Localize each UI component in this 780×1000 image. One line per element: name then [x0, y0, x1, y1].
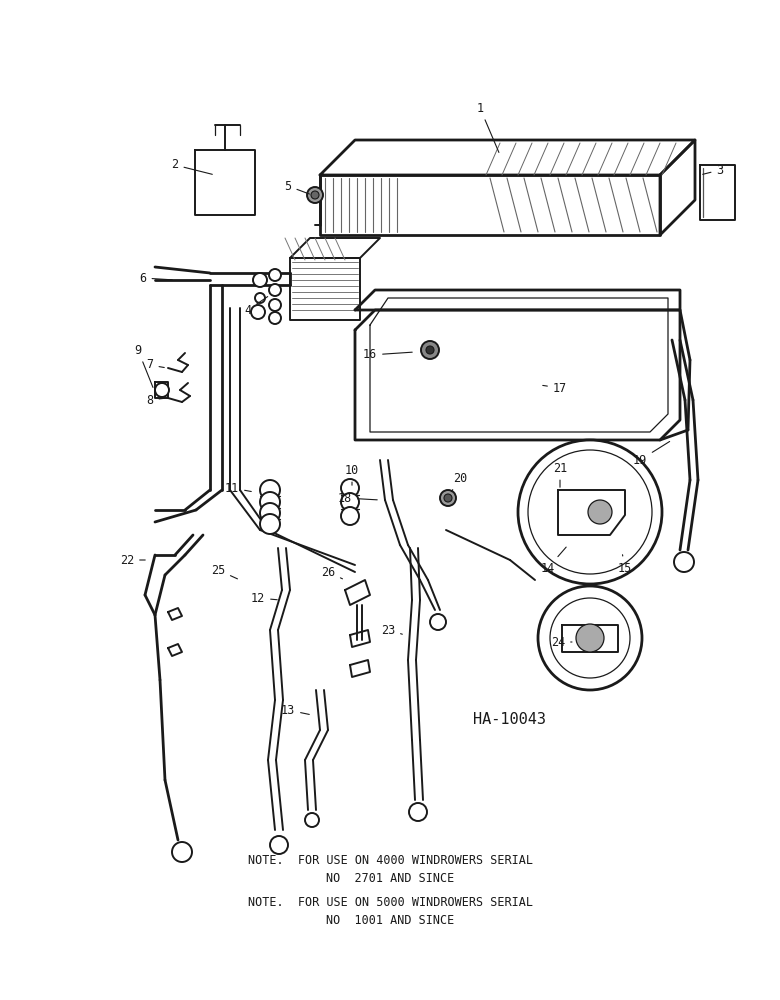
- Text: 11: 11: [225, 482, 251, 494]
- Circle shape: [341, 507, 359, 525]
- Circle shape: [444, 494, 452, 502]
- Text: 22: 22: [120, 554, 145, 566]
- Polygon shape: [355, 310, 680, 440]
- Text: 25: 25: [211, 564, 237, 579]
- Circle shape: [311, 191, 319, 199]
- Circle shape: [426, 346, 434, 354]
- Polygon shape: [350, 630, 370, 647]
- Polygon shape: [290, 258, 360, 320]
- Circle shape: [253, 273, 267, 287]
- Polygon shape: [345, 580, 370, 605]
- Circle shape: [588, 500, 612, 524]
- Circle shape: [430, 614, 446, 630]
- Text: 4: 4: [244, 297, 268, 316]
- Text: 15: 15: [618, 555, 632, 574]
- Circle shape: [251, 305, 265, 319]
- Circle shape: [341, 479, 359, 497]
- Text: 23: 23: [381, 624, 402, 637]
- Circle shape: [528, 450, 652, 574]
- Text: 13: 13: [281, 704, 310, 716]
- Circle shape: [409, 803, 427, 821]
- Circle shape: [674, 552, 694, 572]
- Circle shape: [307, 187, 323, 203]
- Text: 1: 1: [477, 102, 499, 152]
- Polygon shape: [155, 382, 168, 398]
- Circle shape: [260, 503, 280, 523]
- Text: 9: 9: [134, 344, 153, 387]
- Circle shape: [260, 492, 280, 512]
- Circle shape: [270, 836, 288, 854]
- Text: 3: 3: [703, 163, 724, 176]
- Polygon shape: [562, 625, 618, 652]
- Text: 6: 6: [140, 271, 172, 284]
- Text: 12: 12: [251, 591, 277, 604]
- Circle shape: [538, 586, 642, 690]
- Polygon shape: [700, 165, 735, 220]
- Text: 10: 10: [345, 464, 359, 485]
- Circle shape: [269, 312, 281, 324]
- Text: 17: 17: [543, 381, 567, 394]
- Text: 24: 24: [551, 636, 572, 648]
- Circle shape: [269, 269, 281, 281]
- Polygon shape: [355, 290, 680, 310]
- Text: 8: 8: [147, 393, 165, 406]
- Text: NO  1001 AND SINCE: NO 1001 AND SINCE: [326, 914, 454, 926]
- Text: 5: 5: [285, 180, 310, 194]
- Text: NOTE.  FOR USE ON 4000 WINDROWERS SERIAL: NOTE. FOR USE ON 4000 WINDROWERS SERIAL: [247, 854, 533, 866]
- Circle shape: [421, 341, 439, 359]
- Polygon shape: [660, 140, 695, 235]
- Polygon shape: [320, 140, 695, 175]
- Circle shape: [255, 293, 265, 303]
- Circle shape: [518, 440, 662, 584]
- Circle shape: [550, 598, 630, 678]
- Circle shape: [440, 490, 456, 506]
- Circle shape: [305, 813, 319, 827]
- Polygon shape: [370, 298, 668, 432]
- Polygon shape: [290, 238, 380, 258]
- Circle shape: [269, 284, 281, 296]
- Circle shape: [576, 624, 604, 652]
- Polygon shape: [168, 608, 182, 620]
- Text: 2: 2: [172, 158, 212, 174]
- Circle shape: [269, 299, 281, 311]
- Text: NOTE.  FOR USE ON 5000 WINDROWERS SERIAL: NOTE. FOR USE ON 5000 WINDROWERS SERIAL: [247, 896, 533, 908]
- Text: 16: 16: [363, 349, 412, 361]
- Text: HA-10043: HA-10043: [473, 712, 547, 728]
- Circle shape: [260, 480, 280, 500]
- Text: 19: 19: [633, 441, 670, 466]
- Text: 21: 21: [553, 462, 567, 487]
- Polygon shape: [350, 660, 370, 677]
- Polygon shape: [558, 490, 625, 535]
- Polygon shape: [320, 175, 660, 235]
- Text: 20: 20: [452, 472, 467, 492]
- Circle shape: [260, 514, 280, 534]
- Text: 18: 18: [338, 491, 378, 504]
- Text: 14: 14: [541, 547, 566, 574]
- Text: 26: 26: [321, 566, 342, 579]
- Circle shape: [172, 842, 192, 862]
- Polygon shape: [195, 150, 255, 215]
- Text: NO  2701 AND SINCE: NO 2701 AND SINCE: [326, 871, 454, 884]
- Circle shape: [155, 383, 169, 397]
- Polygon shape: [168, 644, 182, 656]
- Text: 7: 7: [147, 359, 165, 371]
- Circle shape: [341, 493, 359, 511]
